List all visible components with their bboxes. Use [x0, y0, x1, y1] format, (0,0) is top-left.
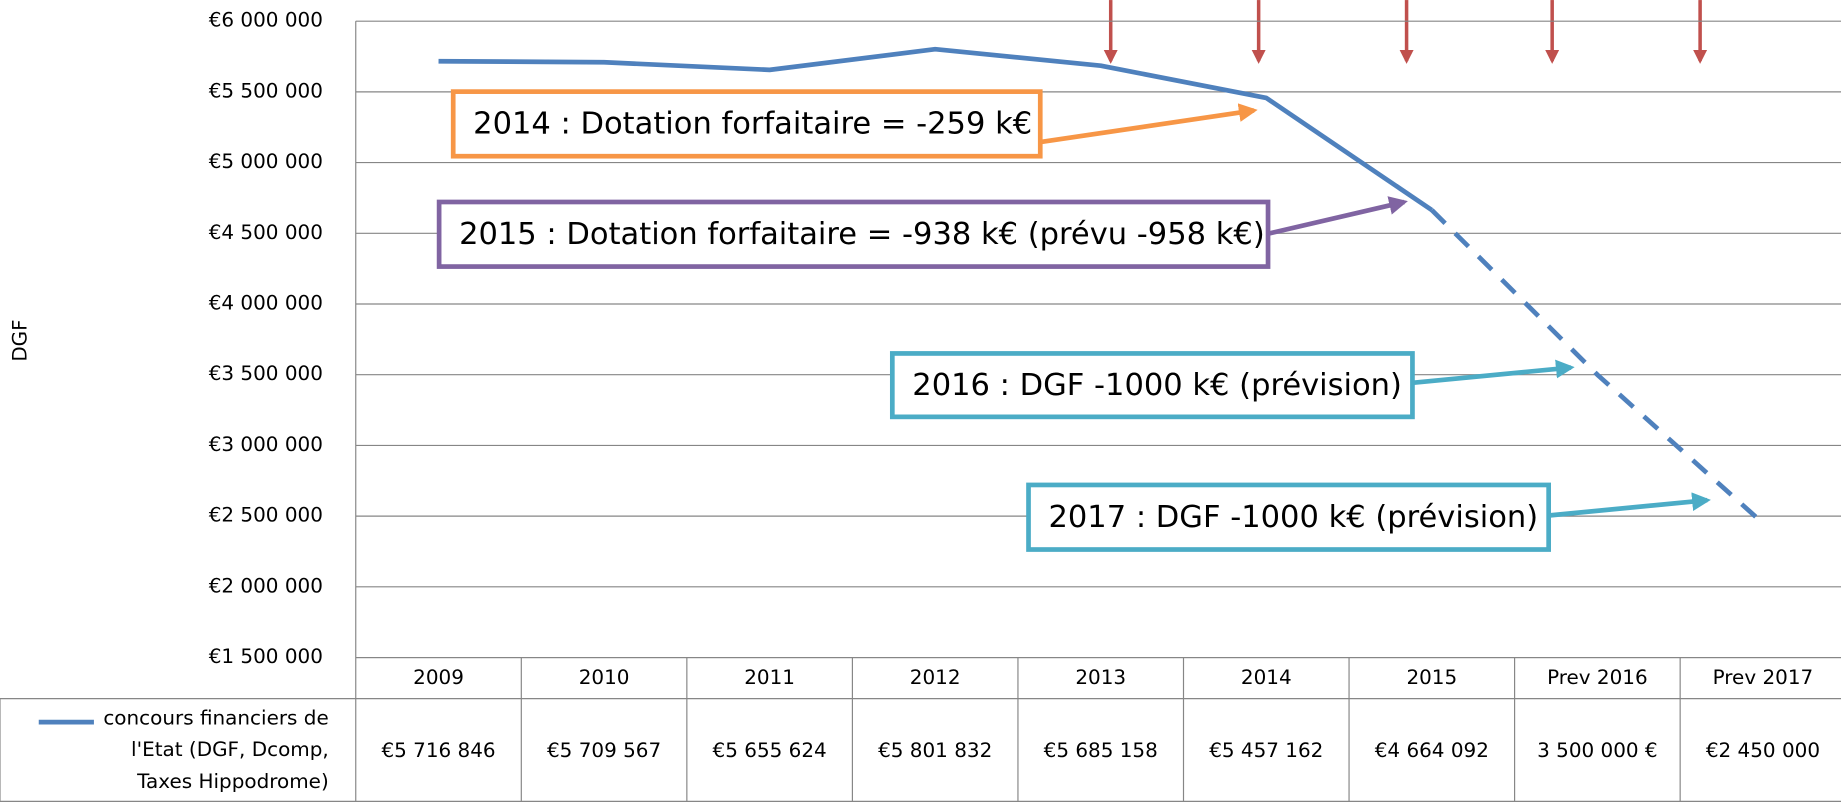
table-value: €5 709 567 [547, 738, 661, 762]
y-tick-label: €4 500 000 [209, 220, 323, 244]
y-tick-label: €6 000 000 [209, 8, 323, 32]
table-value: 3 500 000 € [1537, 738, 1658, 762]
annotation-box [889, 351, 1415, 420]
annotation: 2016 : DGF -1000 k€ (prévision) [889, 351, 1575, 420]
y-tick-label: €2 000 000 [209, 573, 323, 597]
annotation-box [450, 89, 1043, 159]
top-arrows [1103, 0, 1708, 64]
annotation: 2014 : Dotation forfaitaire = -259 k€ [450, 89, 1258, 159]
x-tick-label: Prev 2017 [1713, 665, 1814, 689]
annotation-text: 2017 : DGF -1000 k€ (prévision) [1048, 500, 1538, 535]
y-axis-label: DGF [8, 319, 32, 361]
forecast-line [1430, 208, 1765, 525]
table-value: €4 664 092 [1375, 738, 1489, 762]
legend-label-box: concours financiers de l'Etat (DGF, Dcom… [103, 706, 329, 794]
x-tick-label: 2015 [1406, 665, 1457, 689]
y-tick-label: €5 000 000 [209, 149, 323, 173]
table-value: €2 450 000 [1706, 738, 1820, 762]
table-value: €5 685 158 [1044, 738, 1158, 762]
y-tick-label: €5 500 000 [209, 78, 323, 102]
annotation-arrow [1548, 492, 1711, 518]
annotation-arrow [1039, 103, 1258, 145]
x-tick-label: 2010 [579, 665, 630, 689]
x-tick-label: 2009 [413, 665, 464, 689]
series-line [438, 46, 1434, 213]
x-tick-label: 2014 [1241, 665, 1292, 689]
annotation-arrow [1267, 196, 1408, 236]
y-tick-label: €1 500 000 [209, 644, 323, 668]
y-tick-label: €3 500 000 [209, 361, 323, 385]
x-tick-label: 2013 [1075, 665, 1126, 689]
table-value: €5 655 624 [713, 738, 827, 762]
annotation-box [436, 199, 1271, 269]
annotation: 2015 : Dotation forfaitaire = -938 k€ (p… [436, 196, 1408, 269]
annotation-arrow [1412, 359, 1575, 386]
table-value: €5 457 162 [1209, 738, 1323, 762]
legend-label: concours financiers de l'Etat (DGF, Dcom… [103, 706, 329, 794]
annotation-text: 2015 : Dotation forfaitaire = -938 k€ (p… [459, 217, 1265, 252]
y-tick-label: €3 000 000 [209, 432, 323, 456]
y-tick-label: €2 500 000 [209, 503, 323, 527]
x-tick-label: Prev 2016 [1547, 665, 1648, 689]
data-table: €5 716 846 €5 709 567 €5 655 624 €5 801 832… [0, 21, 1841, 802]
x-tick-label: 2012 [910, 665, 961, 689]
x-tick-label: 2011 [744, 665, 795, 689]
table-value: €5 801 832 [878, 738, 992, 762]
annotation: 2017 : DGF -1000 k€ (prévision) [1026, 482, 1711, 552]
table-value: €5 716 846 [381, 738, 495, 762]
annotation-text: 2014 : Dotation forfaitaire = -259 k€ [473, 107, 1032, 142]
annotation-box [1026, 482, 1551, 552]
annotation-text: 2016 : DGF -1000 k€ (prévision) [912, 368, 1402, 403]
y-tick-label: €4 000 000 [209, 291, 323, 315]
